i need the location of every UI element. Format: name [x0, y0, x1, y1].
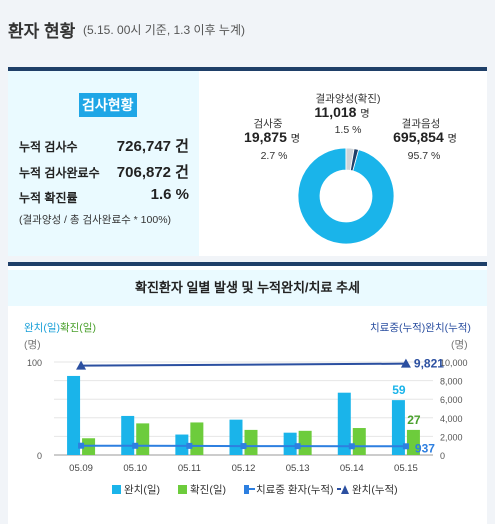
bar-cured-daily	[391, 400, 405, 455]
trend-chart-panel: 확진환자 일별 발생 및 누적완치/치료 추세 완치(일)확진(일) (명) 치…	[8, 262, 487, 524]
point-treating-total	[132, 442, 139, 449]
legend-label: 치료중 환자(누적)	[256, 484, 334, 496]
x-tick-label: 05.11	[178, 463, 201, 474]
point-treating-total	[186, 442, 193, 449]
data-label-cured-daily: 59	[392, 383, 406, 397]
donut-slice	[297, 147, 395, 245]
positive-label: 결과양성(확진)	[315, 93, 381, 105]
test-status-badge: 검사현황	[79, 93, 137, 117]
completed-tests-label: 누적 검사완료수	[19, 166, 100, 180]
bar-confirmed-daily	[298, 430, 312, 455]
x-tick-label: 05.13	[286, 463, 310, 474]
data-label-treating-total: 937	[415, 441, 435, 455]
x-tick-label: 05.14	[340, 463, 364, 474]
right-tick-label: 0	[440, 451, 445, 461]
test-result-donut-chart	[297, 147, 395, 245]
left-tick-label: 0	[37, 451, 42, 461]
right-axis-unit: (명)	[451, 339, 468, 351]
legend-swatch	[178, 485, 187, 494]
point-treating-total	[240, 443, 247, 450]
bar-confirmed-daily	[244, 429, 258, 455]
point-cured-total	[400, 358, 411, 368]
trend-chart: 100 0 10,000 8,000 6,000 4,000 2,000 0 05.09 05.1…	[27, 357, 468, 496]
left-tick-label: 100	[27, 358, 42, 368]
point-treating-total	[78, 442, 85, 449]
total-tests-label: 누적 검사수	[19, 140, 78, 154]
right-tick-label: 10,000	[440, 358, 468, 368]
right-tick-label: 2,000	[440, 432, 463, 442]
positive-percent: 1.5 %	[334, 124, 362, 136]
test-summary-box: 검사현황 누적 검사수 726,747 건 누적 검사완료수 706,872 건…	[8, 71, 199, 256]
point-cured-total	[76, 360, 87, 370]
right-tick-label: 8,000	[440, 377, 463, 387]
bar-cured-daily	[283, 432, 297, 455]
bar-cured-daily	[229, 419, 243, 455]
positive-rate-value: 1.6 %	[150, 186, 189, 203]
legend-label: 완치(누적)	[352, 483, 398, 496]
negative-count: 695,854 명	[393, 129, 457, 145]
point-treating-total	[348, 443, 355, 450]
legend-swatch	[341, 485, 349, 494]
bar-confirmed-daily	[136, 423, 150, 455]
right-tick-label: 6,000	[440, 395, 463, 405]
page-subtitle: (5.15. 00시 기준, 1.3 이후 누계)	[83, 23, 245, 37]
bar-cured-daily	[175, 434, 189, 455]
positive-count: 11,018 명	[314, 104, 370, 120]
point-treating-total	[294, 443, 301, 450]
x-tick-label: 05.15	[394, 463, 418, 474]
data-label-confirmed-daily: 27	[407, 413, 421, 427]
page-title: 환자 현황	[8, 22, 76, 41]
page-header: 환자 현황 (5.15. 00시 기준, 1.3 이후 누계)	[0, 0, 495, 58]
positive-rate-note: (결과양성 / 총 검사완료수 * 100%)	[19, 214, 172, 226]
left-axis-label: 완치(일)확진(일)	[24, 322, 96, 334]
negative-percent: 95.7 %	[407, 150, 441, 162]
bar-cured-daily	[67, 375, 81, 455]
completed-tests-value: 706,872 건	[116, 164, 189, 181]
bar-confirmed-daily	[190, 422, 204, 455]
x-tick-label: 05.10	[123, 463, 147, 474]
testing-label: 검사중	[253, 118, 283, 130]
test-status-panel: 검사현황 누적 검사수 726,747 건 누적 검사완료수 706,872 건…	[8, 67, 487, 256]
testing-count: 19,875 명	[244, 129, 300, 145]
right-tick-label: 4,000	[440, 414, 463, 424]
positive-rate-label: 누적 확진률	[19, 191, 78, 205]
data-label-cured-total: 9,821	[414, 357, 444, 371]
bar-confirmed-daily	[406, 429, 420, 455]
bar-confirmed-daily	[352, 428, 366, 455]
legend-label: 완치(일)	[124, 483, 160, 496]
bar-cured-daily	[337, 392, 351, 455]
legend-swatch	[112, 485, 121, 494]
x-tick-label: 05.12	[232, 463, 256, 474]
total-tests-value: 726,747 건	[116, 138, 189, 155]
donut-slice	[349, 148, 360, 172]
chart-title: 확진환자 일별 발생 및 누적완치/치료 추세	[8, 270, 487, 306]
testing-percent: 2.7 %	[260, 150, 288, 162]
x-tick-label: 05.09	[69, 463, 93, 474]
right-axis-label: 치료중(누적)완치(누적)	[370, 322, 471, 334]
left-axis-unit: (명)	[24, 339, 41, 351]
bar-cured-daily	[121, 415, 135, 455]
line-cured-total	[81, 362, 406, 367]
point-treating-total	[402, 443, 409, 450]
legend-swatch	[244, 485, 249, 494]
legend-label: 확진(일)	[190, 483, 226, 496]
negative-label: 결과음성	[401, 118, 441, 130]
